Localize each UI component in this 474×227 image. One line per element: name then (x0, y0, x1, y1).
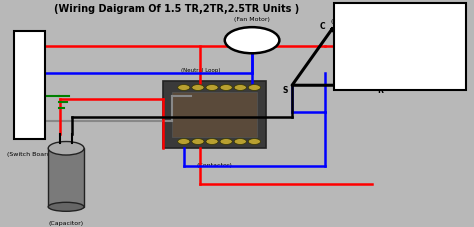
Circle shape (234, 139, 246, 145)
Circle shape (206, 139, 218, 145)
Circle shape (192, 139, 204, 145)
Text: CP=COMPRESSOR: CP=COMPRESSOR (341, 53, 419, 62)
Text: L=LINE: L=LINE (341, 11, 372, 20)
Text: (Neutral Loop): (Neutral Loop) (181, 68, 220, 73)
Circle shape (192, 85, 204, 91)
Circle shape (248, 85, 261, 91)
Bar (14, 32, 45, 140)
Circle shape (220, 85, 232, 91)
Circle shape (234, 85, 246, 91)
Text: E=EARTH: E=EARTH (341, 38, 382, 47)
Text: (Contactor): (Contactor) (196, 162, 232, 167)
Text: CP: CP (20, 117, 33, 126)
Text: FM: FM (244, 36, 260, 46)
Text: (Capacitor): (Capacitor) (48, 220, 84, 225)
Text: L: L (20, 41, 26, 50)
Circle shape (206, 85, 218, 91)
Text: R: R (378, 86, 383, 95)
Text: N=NEUTRAL: N=NEUTRAL (341, 24, 394, 33)
Ellipse shape (48, 142, 84, 155)
Text: (Fan Motor): (Fan Motor) (234, 17, 270, 22)
Bar (172, 93, 257, 137)
Text: N: N (20, 68, 27, 77)
Text: S: S (283, 86, 288, 95)
Circle shape (248, 139, 261, 145)
Text: (Wiring Daigram Of 1.5 TR,2TR,2.5TR Units ): (Wiring Daigram Of 1.5 TR,2TR,2.5TR Unit… (54, 4, 300, 14)
Text: POWER: POWER (341, 64, 373, 74)
Circle shape (220, 139, 232, 145)
Text: C: C (320, 22, 326, 31)
Bar (48, 149, 84, 207)
Bar (163, 81, 266, 149)
Text: E: E (20, 93, 26, 101)
Circle shape (178, 85, 190, 91)
Circle shape (225, 28, 279, 54)
Text: (Switch Board): (Switch Board) (7, 151, 53, 156)
Circle shape (178, 139, 190, 145)
Text: (compressor): (compressor) (330, 19, 372, 24)
Bar (335, 4, 466, 90)
Ellipse shape (48, 202, 84, 211)
